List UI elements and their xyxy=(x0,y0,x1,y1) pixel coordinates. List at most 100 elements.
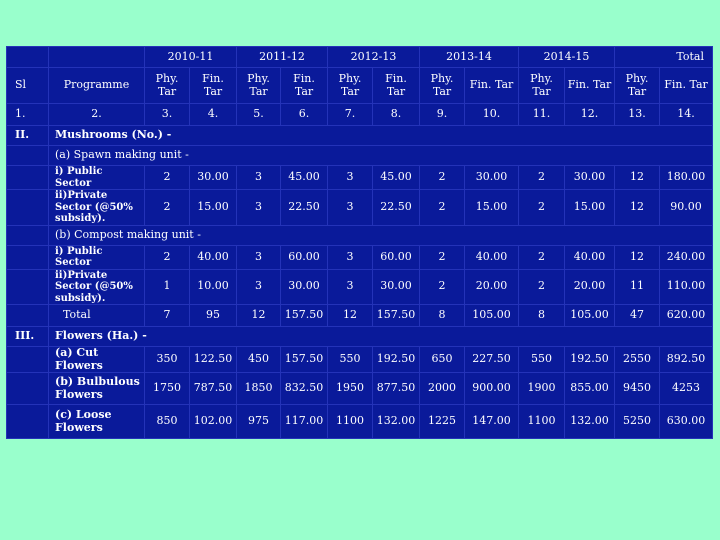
row-label: ii)Private Sector (@50% subsidy). xyxy=(48,268,145,305)
value-cell: 450 xyxy=(236,345,281,374)
table-row: ii)Private Sector (@50% subsidy). 2 15.0… xyxy=(6,189,714,226)
index-cell: 14. xyxy=(658,103,714,126)
year-header: 2011-12 xyxy=(236,46,328,68)
value-cell: 1100 xyxy=(327,404,373,440)
section-number: III. xyxy=(6,326,49,347)
index-cell: 8. xyxy=(372,103,420,126)
value-cell: 40.00 xyxy=(464,244,519,270)
phy-header: Phy. Tar xyxy=(419,67,465,104)
phy-header: Phy. Tar xyxy=(236,67,281,104)
value-cell: 30.00 xyxy=(372,268,420,305)
section-number: II. xyxy=(6,125,49,146)
value-cell: 1900 xyxy=(518,372,565,406)
blank-cell xyxy=(6,404,49,440)
value-cell: 95 xyxy=(189,304,237,327)
value-cell: 900.00 xyxy=(464,372,519,406)
programme-header: Programme xyxy=(48,67,145,104)
row-label: (c) Loose Flowers xyxy=(48,404,145,440)
value-cell: 157.50 xyxy=(280,345,328,374)
blank-cell xyxy=(6,145,49,166)
value-cell: 47 xyxy=(614,304,660,327)
index-cell: 10. xyxy=(464,103,519,126)
index-cell: 11. xyxy=(518,103,565,126)
value-cell: 60.00 xyxy=(280,244,328,270)
value-cell: 192.50 xyxy=(564,345,615,374)
index-cell: 2. xyxy=(48,103,145,126)
phy-header: Phy. Tar xyxy=(327,67,373,104)
table-row: (a) Cut Flowers 350 122.50 450 157.50 55… xyxy=(6,345,714,374)
value-cell: 2 xyxy=(518,165,565,190)
value-cell: 20.00 xyxy=(464,268,519,305)
year-header: 2013-14 xyxy=(419,46,519,68)
value-cell: 855.00 xyxy=(564,372,615,406)
value-cell: 877.50 xyxy=(372,372,420,406)
value-cell: 10.00 xyxy=(189,268,237,305)
blank-cell xyxy=(6,304,49,327)
value-cell: 157.50 xyxy=(280,304,328,327)
index-cell: 12. xyxy=(564,103,615,126)
subsection-title: (a) Spawn making unit - xyxy=(47,145,714,166)
value-cell: 9450 xyxy=(614,372,660,406)
phy-header: Phy. Tar xyxy=(518,67,565,104)
value-cell: 2 xyxy=(419,189,465,226)
section-row-flowers: III. Flowers (Ha.) - xyxy=(6,326,714,347)
value-cell: 3 xyxy=(327,165,373,190)
subsection-row-compost: (b) Compost making unit - xyxy=(6,224,714,246)
sl-header: Sl xyxy=(6,67,49,104)
subsection-title: (b) Compost making unit - xyxy=(47,224,714,246)
value-cell: 132.00 xyxy=(372,404,420,440)
year-header: 2010-11 xyxy=(144,46,237,68)
value-cell: 192.50 xyxy=(372,345,420,374)
corner-cell xyxy=(48,46,145,68)
value-cell: 2 xyxy=(419,268,465,305)
value-cell: 1 xyxy=(144,268,190,305)
index-cell: 7. xyxy=(327,103,373,126)
index-cell: 9. xyxy=(419,103,465,126)
value-cell: 30.00 xyxy=(280,268,328,305)
value-cell: 2 xyxy=(518,244,565,270)
table-row: (c) Loose Flowers 850 102.00 975 117.00 … xyxy=(6,404,714,440)
table-row: i) Public Sector 2 30.00 3 45.00 3 45.00… xyxy=(6,165,714,190)
value-cell: 117.00 xyxy=(280,404,328,440)
table-row: i) Public Sector 2 40.00 3 60.00 3 60.00… xyxy=(6,244,714,270)
subsection-row-spawn: (a) Spawn making unit - xyxy=(6,145,714,166)
value-cell: 147.00 xyxy=(464,404,519,440)
value-cell: 2550 xyxy=(614,345,660,374)
value-cell: 40.00 xyxy=(189,244,237,270)
blank-cell xyxy=(6,345,49,374)
value-cell: 3 xyxy=(327,268,373,305)
value-cell: 12 xyxy=(614,189,660,226)
value-cell: 40.00 xyxy=(564,244,615,270)
phy-header: Phy. Tar xyxy=(614,67,660,104)
value-cell: 787.50 xyxy=(189,372,237,406)
value-cell: 8 xyxy=(518,304,565,327)
value-cell: 1750 xyxy=(144,372,190,406)
fin-header: Fin. Tar xyxy=(280,67,328,104)
value-cell: 1100 xyxy=(518,404,565,440)
row-label: ii)Private Sector (@50% subsidy). xyxy=(48,189,145,226)
value-cell: 90.00 xyxy=(658,189,714,226)
total-label: Total xyxy=(48,304,145,327)
value-cell: 1225 xyxy=(419,404,465,440)
value-cell: 2 xyxy=(144,165,190,190)
value-cell: 3 xyxy=(236,244,281,270)
blank-cell xyxy=(6,189,49,226)
value-cell: 1850 xyxy=(236,372,281,406)
row-label: (a) Cut Flowers xyxy=(48,345,145,374)
value-cell: 30.00 xyxy=(464,165,519,190)
row-label: (b) Bulbulous Flowers xyxy=(48,372,145,406)
year-header: 2014-15 xyxy=(518,46,615,68)
value-cell: 30.00 xyxy=(189,165,237,190)
value-cell: 105.00 xyxy=(564,304,615,327)
value-cell: 850 xyxy=(144,404,190,440)
value-cell: 60.00 xyxy=(372,244,420,270)
value-cell: 620.00 xyxy=(658,304,714,327)
value-cell: 11 xyxy=(614,268,660,305)
value-cell: 4253 xyxy=(658,372,714,406)
index-cell: 6. xyxy=(280,103,328,126)
value-cell: 20.00 xyxy=(564,268,615,305)
fin-header: Fin. Tar xyxy=(564,67,615,104)
column-header-row: Sl Programme Phy. Tar Fin. Tar Phy. Tar … xyxy=(6,67,714,104)
value-cell: 22.50 xyxy=(280,189,328,226)
